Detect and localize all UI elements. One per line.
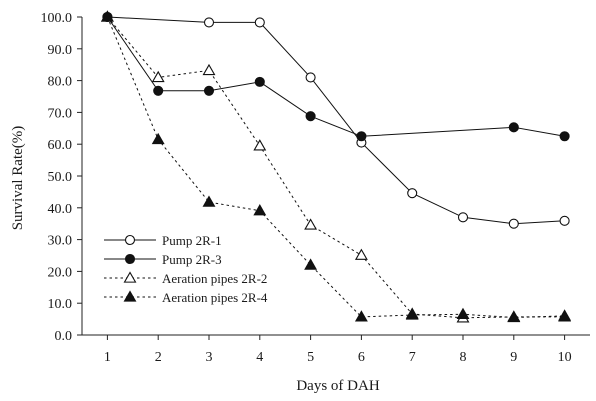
y-tick-label: 0.0: [55, 329, 73, 344]
x-axis-label: Days of DAH: [296, 378, 379, 394]
data-point: [305, 111, 316, 122]
data-point: [253, 204, 267, 216]
series-2: [102, 11, 570, 142]
data-point: [304, 218, 318, 230]
data-point: [558, 309, 572, 321]
legend-item: Aeration pipes 2R-2: [104, 271, 267, 286]
data-point: [405, 308, 419, 320]
x-tick-label: 4: [256, 350, 263, 365]
data-point: [559, 215, 570, 226]
y-axis-ticks: 0.0 10.0 20.0 30.0 40.0 50.0 60.0 70.0 80.0 90.0 1…: [41, 11, 82, 344]
data-point: [356, 131, 367, 142]
legend-item: Aeration pipes 2R-4: [104, 290, 268, 305]
data-point: [559, 131, 570, 142]
legend-item: Pump 2R-3: [104, 252, 222, 267]
axes: 0.0 10.0 20.0 30.0 40.0 50.0 60.0 70.0 80.0 90.0 1…: [41, 11, 590, 365]
x-tick-label: 9: [510, 350, 517, 365]
y-tick-label: 10.0: [48, 297, 73, 312]
data-point: [508, 122, 519, 133]
y-tick-label: 80.0: [48, 75, 73, 90]
x-tick-label: 5: [307, 350, 314, 365]
x-axis-ticks: 1 2 3 4 5 6 7 8 9 10: [104, 335, 572, 365]
y-tick-label: 30.0: [48, 234, 73, 249]
x-tick-label: 6: [358, 350, 365, 365]
y-tick-label: 60.0: [48, 138, 73, 153]
x-tick-label: 8: [460, 350, 467, 365]
y-tick-label: 40.0: [48, 202, 73, 217]
data-point: [253, 139, 267, 151]
data-point: [254, 76, 265, 87]
legend: Pump 2R-1 Pump 2R-3 Aeration pipes 2R-2 Aer…: [104, 233, 268, 305]
data-point: [456, 307, 470, 320]
x-tick-label: 1: [104, 350, 111, 365]
legend-marker: [124, 234, 136, 246]
data-point: [508, 218, 519, 229]
y-tick-label: 100.0: [41, 11, 73, 26]
y-axis-label: Survival Rate(%): [10, 126, 26, 231]
series-line: [107, 16, 565, 319]
legend-item: Pump 2R-1: [104, 233, 222, 248]
legend-marker: [124, 253, 136, 265]
series-line: [106, 16, 565, 319]
data-point: [407, 188, 418, 199]
legend-label: Aeration pipes 2R-4: [162, 290, 268, 305]
x-tick-label: 3: [206, 350, 213, 365]
y-tick-label: 90.0: [48, 43, 73, 58]
legend-label: Aeration pipes 2R-2: [162, 271, 267, 286]
data-point: [202, 63, 216, 76]
x-tick-label: 7: [409, 350, 416, 365]
data-point: [305, 72, 316, 83]
data-point: [354, 248, 368, 260]
data-point: [304, 258, 318, 270]
data-point: [203, 17, 215, 28]
series-layer: [100, 10, 572, 323]
y-tick-label: 20.0: [48, 265, 73, 280]
data-point: [151, 70, 165, 83]
legend-marker: [123, 271, 137, 283]
series-1: [102, 11, 570, 229]
legend-marker: [123, 290, 137, 302]
data-point: [507, 310, 521, 323]
data-point: [202, 195, 216, 207]
data-point: [354, 310, 368, 322]
series-line: [106, 16, 565, 137]
y-tick-label: 70.0: [48, 106, 73, 121]
data-point: [151, 132, 165, 145]
series-4: [100, 10, 572, 323]
x-tick-label: 10: [558, 350, 572, 365]
data-point: [153, 85, 164, 96]
y-tick-label: 50.0: [48, 170, 73, 185]
data-point: [100, 10, 114, 22]
x-tick-label: 2: [155, 350, 162, 365]
data-point: [203, 85, 215, 96]
legend-label: Pump 2R-3: [162, 252, 222, 267]
legend-label: Pump 2R-1: [162, 233, 222, 248]
data-point: [254, 17, 265, 28]
data-point: [457, 212, 469, 223]
